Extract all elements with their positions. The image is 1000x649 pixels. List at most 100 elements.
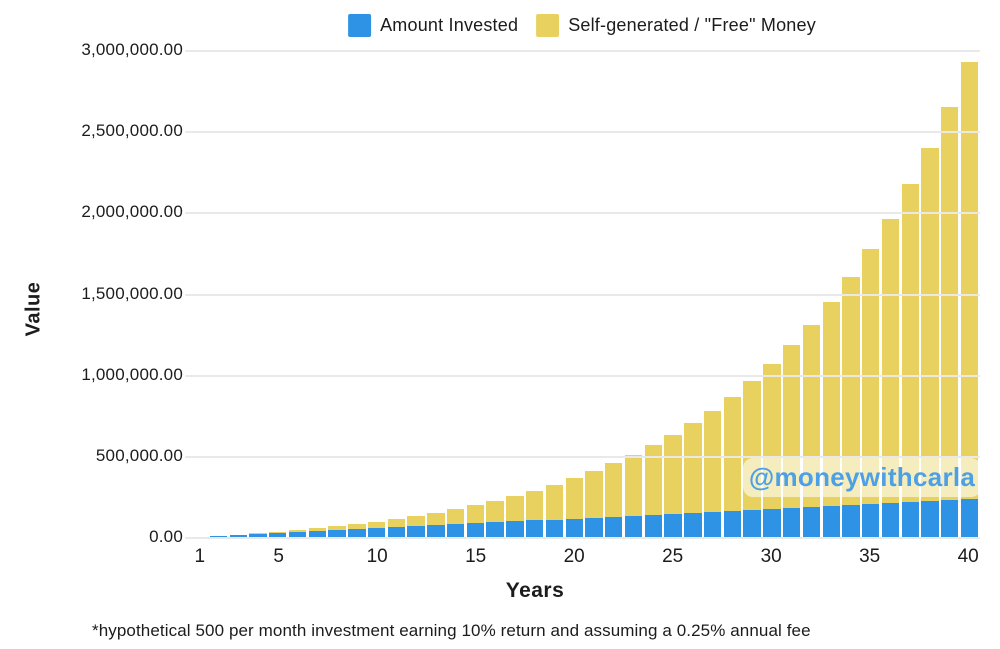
bar-year-13 <box>427 512 445 538</box>
bar-year-16 <box>486 500 504 538</box>
bar-year-6 <box>288 530 307 538</box>
bar-year-21 <box>585 471 603 538</box>
bar-year-37 <box>901 184 919 538</box>
invested-segment <box>960 499 979 538</box>
invested-segment <box>427 525 445 538</box>
bar-year-33 <box>822 301 840 538</box>
y-tick-label: 0.00 <box>149 527 183 546</box>
bar-year-34 <box>842 276 860 538</box>
watermark-badge: @moneywithcarla <box>743 458 981 497</box>
y-tick-label: 2,000,000.00 <box>81 202 183 222</box>
invested-segment <box>842 504 860 538</box>
invested-segment <box>229 535 247 538</box>
bar-year-7 <box>308 528 326 538</box>
invested-segment <box>407 526 425 538</box>
bar-year-11 <box>387 518 406 538</box>
free-money-segment <box>288 530 307 533</box>
invested-segment <box>526 520 544 538</box>
free-money-segment <box>407 515 425 527</box>
bars-container <box>190 51 979 538</box>
bar-year-9 <box>348 524 366 538</box>
legend-item-free-money: Self-generated / "Free" Money <box>536 14 816 37</box>
invested-segment <box>664 513 682 538</box>
invested-segment <box>269 533 287 538</box>
gridline <box>185 374 980 377</box>
footnote: *hypothetical 500 per month investment e… <box>92 621 811 640</box>
bar-year-26 <box>684 423 702 538</box>
invested-segment <box>545 519 564 538</box>
free-money-segment <box>308 528 326 532</box>
free-money-segment <box>427 512 445 526</box>
invested-segment <box>506 521 524 538</box>
free-money-segment <box>664 434 682 514</box>
free-money-segment <box>466 505 485 524</box>
bar-year-10 <box>367 521 386 538</box>
invested-segment <box>703 511 722 538</box>
x-tick-label: 15 <box>465 546 487 567</box>
legend: Amount Invested Self-generated / "Free" … <box>348 14 816 37</box>
invested-segment <box>249 534 267 538</box>
free-money-segment <box>684 423 702 513</box>
plot-area: 1 5 10 15 20 25 30 35 40 <box>185 50 980 567</box>
free-money-segment <box>545 484 564 520</box>
free-money-segment <box>881 218 900 503</box>
free-money-segment <box>842 276 860 505</box>
invested-segment <box>624 515 643 538</box>
invested-segment <box>822 505 840 538</box>
invested-segment <box>684 512 702 538</box>
bar-year-40 <box>960 62 979 538</box>
invested-segment <box>387 527 406 538</box>
free-money-segment <box>941 107 959 501</box>
x-axis-title: Years <box>505 579 565 602</box>
watermark-text: @moneywithcarla <box>748 462 976 492</box>
bar-year-18 <box>526 490 544 538</box>
x-tick-label: 10 <box>366 546 388 567</box>
free-money-segment <box>348 524 366 530</box>
free-money-segment <box>526 490 544 521</box>
free-money-segment <box>565 478 583 519</box>
free-money-swatch-icon <box>536 14 560 37</box>
invested-segment <box>644 514 662 538</box>
x-tick-label: 35 <box>859 546 881 567</box>
bar-year-4 <box>249 533 267 538</box>
bar-year-8 <box>328 526 346 538</box>
x-tick-label: 20 <box>563 546 585 567</box>
bar-year-22 <box>605 463 623 538</box>
gridline <box>185 293 980 296</box>
bar-year-15 <box>466 505 485 538</box>
legend-label-amount-invested: Amount Invested <box>380 15 519 35</box>
y-tick-label: 500,000.00 <box>95 445 183 465</box>
free-money-segment <box>605 463 623 517</box>
y-tick-label: 1,000,000.00 <box>81 364 183 384</box>
invested-segment <box>862 503 880 538</box>
invested-segment <box>763 508 781 538</box>
x-tick-label: 5 <box>273 546 284 567</box>
bar-year-25 <box>664 434 682 538</box>
bar-year-23 <box>624 454 643 538</box>
x-tick-label: 40 <box>957 546 979 567</box>
legend-item-amount-invested: Amount Invested <box>348 14 518 37</box>
bar-year-3 <box>229 534 247 538</box>
bar-year-30 <box>763 364 781 538</box>
free-money-segment <box>585 471 603 518</box>
bar-year-19 <box>545 484 564 538</box>
invested-segment <box>901 501 919 538</box>
gridline <box>185 50 980 52</box>
invested-segment <box>367 528 386 538</box>
bar-year-5 <box>269 531 287 538</box>
invested-segment <box>308 531 326 538</box>
amount-invested-swatch-icon <box>348 14 372 37</box>
free-money-segment <box>269 531 287 534</box>
free-money-segment <box>486 500 504 523</box>
y-tick-label: 1,500,000.00 <box>81 283 183 303</box>
invested-segment <box>565 518 583 538</box>
gridline <box>185 455 980 458</box>
bar-year-39 <box>941 107 959 538</box>
x-tick-label: 25 <box>662 546 684 567</box>
invested-segment <box>921 501 939 538</box>
y-tick-label: 3,000,000.00 <box>81 40 183 59</box>
bar-year-24 <box>644 445 662 538</box>
free-money-segment <box>249 533 267 535</box>
bar-year-12 <box>407 515 425 538</box>
